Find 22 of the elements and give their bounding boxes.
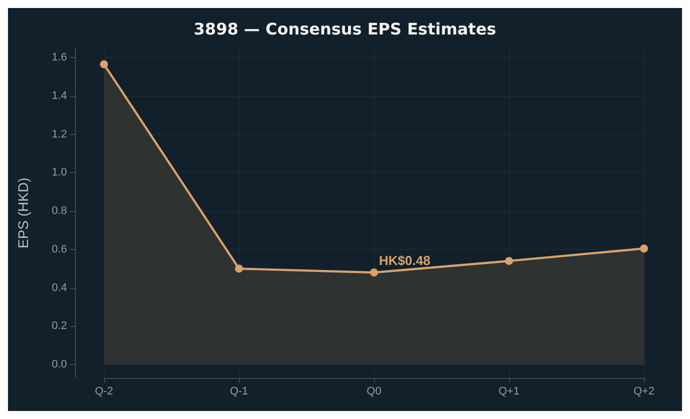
y-tick-label: 1.6 [52,52,67,64]
y-axis-title: EPS (HKD) [15,178,31,248]
x-tick-label: Q+2 [633,386,655,398]
y-tick-label: 0.6 [52,243,67,256]
x-tick-label: Q+1 [498,386,520,398]
x-tick-label: Q-1 [230,386,248,398]
y-tick-label: 1.4 [52,90,67,102]
x-tick-label: Q-2 [94,386,114,398]
point [505,256,513,265]
annotation: HK$0.48 [379,252,430,268]
point [100,60,108,68]
y-tick-label: 1.0 [52,166,67,179]
x-tick-label: Q0 [366,386,382,398]
chart-title: 3898 — Consensus EPS Estimates [194,20,496,38]
y-tick-label: 1.2 [52,128,67,140]
y-tick-label: 0.8 [52,205,67,218]
y-tick-label: 0.0 [52,358,67,371]
point [235,264,243,273]
y-tick-label: 0.4 [52,282,67,294]
y-tick-label: 0.2 [52,320,67,332]
point [640,244,648,252]
point [370,268,378,276]
